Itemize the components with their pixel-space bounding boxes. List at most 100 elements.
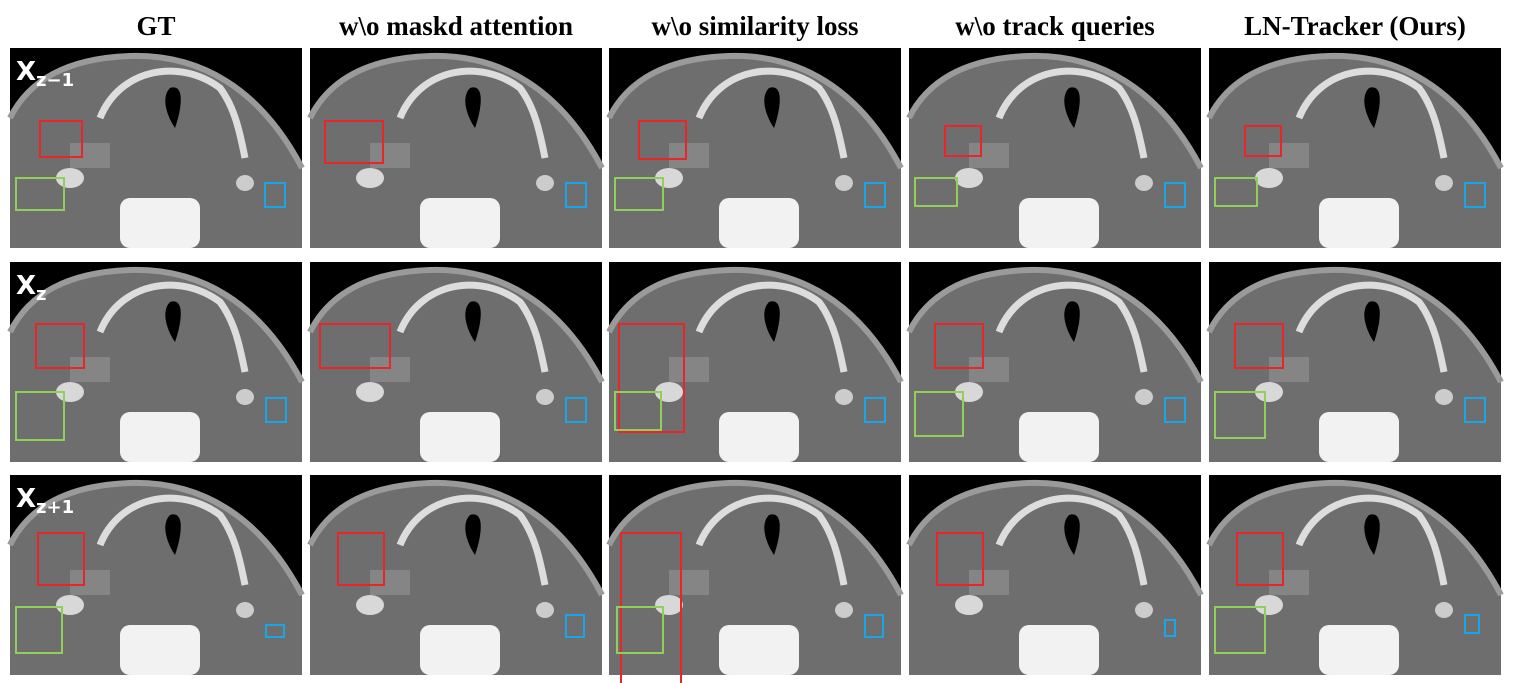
bbox bbox=[1214, 177, 1258, 207]
ct-panel bbox=[1206, 475, 1504, 675]
airway bbox=[465, 87, 481, 128]
bbox bbox=[1464, 182, 1486, 208]
bbox bbox=[35, 323, 85, 369]
muscle bbox=[1269, 357, 1309, 382]
bbox bbox=[324, 120, 384, 164]
skin bbox=[906, 52, 1204, 170]
spine bbox=[1319, 198, 1399, 248]
bbox bbox=[1214, 391, 1266, 439]
bone bbox=[695, 494, 848, 586]
skin bbox=[606, 479, 904, 597]
muscle bbox=[1269, 570, 1309, 595]
muscle bbox=[70, 357, 110, 382]
vessel bbox=[236, 175, 254, 191]
bbox bbox=[614, 177, 664, 211]
muscle bbox=[669, 357, 709, 382]
bbox bbox=[936, 532, 984, 586]
spine bbox=[120, 625, 200, 675]
bbox bbox=[1464, 397, 1486, 423]
bbox bbox=[15, 177, 65, 211]
bbox bbox=[565, 182, 587, 208]
bbox bbox=[15, 391, 65, 441]
airway bbox=[764, 87, 780, 128]
vessel bbox=[1435, 602, 1453, 618]
ct-panel bbox=[606, 262, 904, 462]
column-title: w\o similarity loss bbox=[652, 11, 859, 41]
bbox bbox=[864, 614, 884, 638]
vessel bbox=[56, 595, 84, 615]
airway bbox=[1064, 301, 1080, 342]
vessel bbox=[655, 595, 683, 615]
bbox bbox=[914, 177, 958, 207]
bone bbox=[1295, 494, 1448, 586]
bone bbox=[995, 494, 1148, 586]
airway bbox=[1364, 514, 1380, 555]
ct-panel: Xz bbox=[7, 262, 305, 462]
bbox bbox=[944, 125, 982, 157]
skin bbox=[7, 52, 305, 170]
bbox bbox=[1464, 614, 1480, 634]
vessel bbox=[356, 168, 384, 188]
ct-panel bbox=[906, 475, 1204, 675]
bbox bbox=[265, 624, 285, 638]
ct-panel bbox=[606, 475, 904, 683]
skin bbox=[1206, 52, 1504, 170]
bone bbox=[995, 67, 1148, 159]
vessel bbox=[1435, 175, 1453, 191]
muscle bbox=[70, 143, 110, 168]
ct-panel bbox=[606, 48, 904, 249]
spine bbox=[719, 198, 799, 248]
column-title: w\o track queries bbox=[955, 11, 1154, 41]
bbox bbox=[914, 391, 964, 437]
bbox bbox=[337, 532, 385, 586]
vessel bbox=[236, 389, 254, 405]
bone bbox=[695, 281, 848, 373]
airway bbox=[465, 514, 481, 555]
bbox bbox=[1244, 125, 1282, 157]
bbox bbox=[265, 397, 287, 423]
vessel bbox=[1435, 389, 1453, 405]
muscle bbox=[669, 570, 709, 595]
bbox bbox=[1214, 606, 1266, 654]
bbox bbox=[864, 397, 886, 423]
muscle bbox=[70, 570, 110, 595]
row-label: Xz bbox=[16, 271, 47, 305]
vessel bbox=[835, 389, 853, 405]
bbox bbox=[618, 323, 685, 433]
skin bbox=[606, 266, 904, 384]
skin bbox=[307, 479, 605, 597]
airway bbox=[165, 301, 181, 342]
bone bbox=[396, 494, 549, 586]
column-title: LN-Tracker (Ours) bbox=[1244, 11, 1466, 41]
bbox bbox=[1164, 182, 1186, 208]
bone bbox=[96, 494, 249, 586]
muscle bbox=[969, 570, 1009, 595]
skin bbox=[1206, 479, 1504, 597]
row-label-main: X bbox=[16, 57, 36, 87]
ct-panel bbox=[307, 48, 605, 249]
vessel bbox=[1255, 168, 1283, 188]
vessel bbox=[1255, 595, 1283, 615]
spine bbox=[120, 198, 200, 248]
ct-panel bbox=[906, 48, 1204, 249]
bbox bbox=[638, 120, 687, 160]
vessel bbox=[236, 602, 254, 618]
bone bbox=[995, 281, 1148, 373]
bbox bbox=[1234, 323, 1284, 369]
vessel bbox=[1135, 389, 1153, 405]
bbox bbox=[620, 532, 682, 683]
muscle bbox=[370, 570, 410, 595]
airway bbox=[465, 301, 481, 342]
airway bbox=[1364, 87, 1380, 128]
vessel bbox=[955, 168, 983, 188]
spine bbox=[719, 412, 799, 462]
vessel bbox=[955, 595, 983, 615]
bbox bbox=[616, 606, 664, 654]
bone bbox=[396, 67, 549, 159]
bbox bbox=[1236, 532, 1284, 586]
spine bbox=[1019, 412, 1099, 462]
skin bbox=[1206, 266, 1504, 384]
vessel bbox=[356, 382, 384, 402]
bone bbox=[96, 67, 249, 159]
airway bbox=[764, 301, 780, 342]
